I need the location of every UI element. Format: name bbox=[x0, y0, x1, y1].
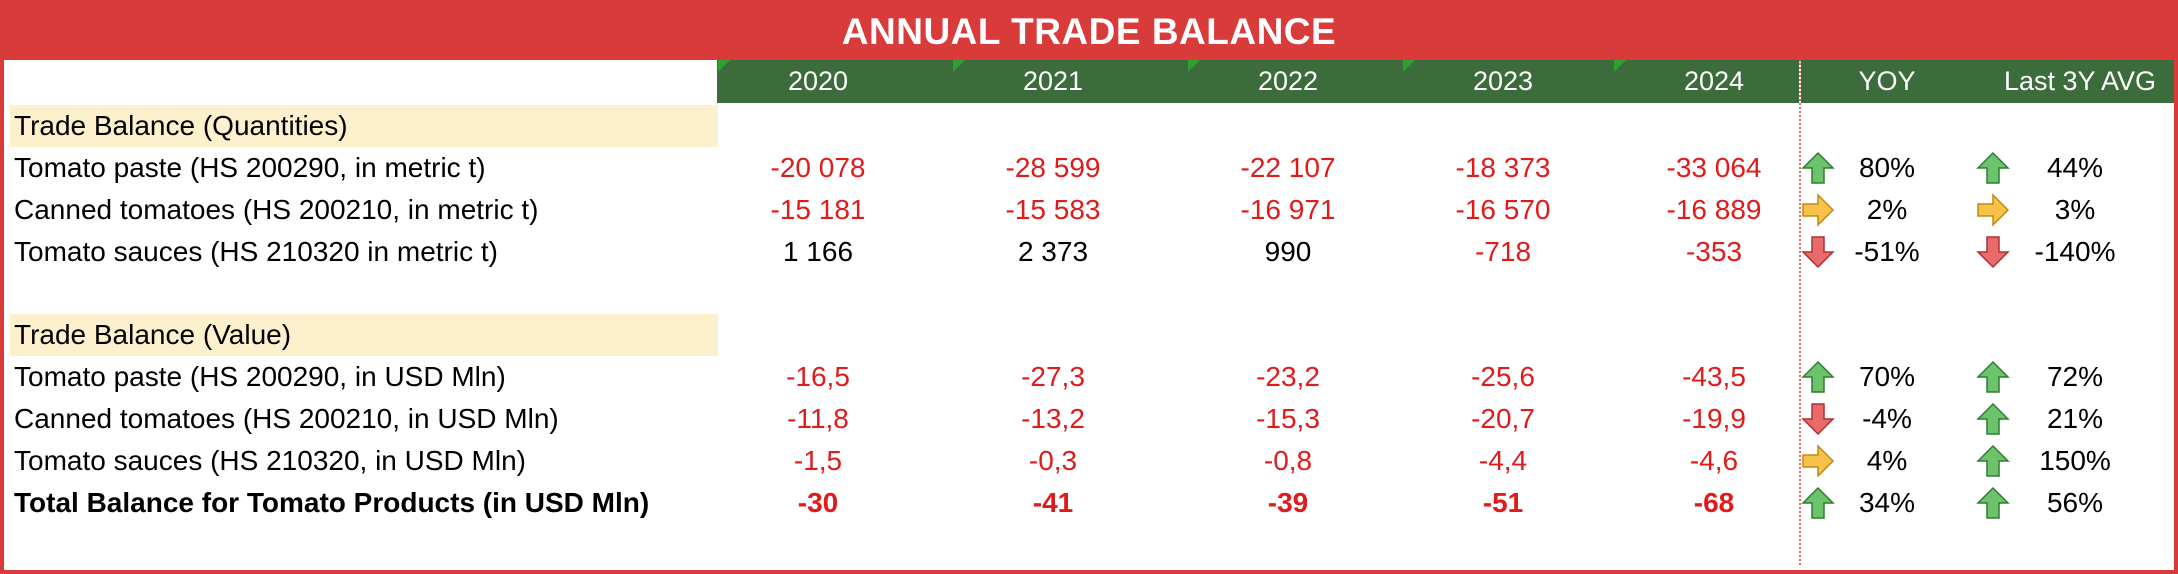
value-cell-2023: -718 bbox=[1474, 236, 1532, 267]
up-arrow-icon bbox=[1801, 151, 1835, 185]
value-cell-2021: -15 583 bbox=[1005, 194, 1101, 225]
up-arrow-icon bbox=[1976, 486, 2010, 520]
value-cell-2024: -353 bbox=[1685, 236, 1743, 267]
avg-value: 150% bbox=[2039, 445, 2111, 476]
value-cell-2021: -13,2 bbox=[1021, 403, 1085, 434]
value-cell-2022: -39 bbox=[1267, 487, 1309, 518]
yoy-value: 34% bbox=[1858, 487, 1916, 518]
value-cell-2020: -30 bbox=[797, 487, 839, 518]
value-cell-2024: -43,5 bbox=[1682, 361, 1746, 392]
row-label: Canned tomatoes (HS 200210, in metric t) bbox=[14, 194, 539, 225]
value-cell-2023: -51 bbox=[1482, 487, 1524, 518]
right-arrow-icon bbox=[1801, 193, 1835, 227]
value-cell-2020: -20 078 bbox=[770, 152, 866, 183]
yoy-value: -4% bbox=[1862, 403, 1912, 434]
value-cell-2024: -19,9 bbox=[1682, 403, 1746, 434]
header-year-2020: 2020 bbox=[787, 66, 849, 96]
right-arrow-icon bbox=[1801, 444, 1835, 478]
value-cell-2021: -41 bbox=[1032, 487, 1074, 518]
total-row-label: Total Balance for Tomato Products (in US… bbox=[14, 487, 650, 518]
up-arrow-icon bbox=[1976, 151, 2010, 185]
value-cell-2022: -16 971 bbox=[1240, 194, 1336, 225]
row-label: Tomato sauces (HS 210320, in USD Mln) bbox=[14, 445, 526, 476]
header-year-2022: 2022 bbox=[1257, 66, 1319, 96]
value-cell-2023: -16 570 bbox=[1455, 194, 1551, 225]
value-cell-2021: -28 599 bbox=[1005, 152, 1101, 183]
value-cell-2024: -68 bbox=[1693, 487, 1735, 518]
up-arrow-icon bbox=[1801, 360, 1835, 394]
up-arrow-icon bbox=[1976, 444, 2010, 478]
yoy-value: 70% bbox=[1858, 361, 1916, 392]
yoy-value: 4% bbox=[1866, 445, 1908, 476]
value-cell-2020: -11,8 bbox=[787, 403, 849, 434]
page-title: ANNUAL TRADE BALANCE bbox=[4, 4, 2174, 60]
row-label: Canned tomatoes (HS 200210, in USD Mln) bbox=[14, 403, 559, 434]
value-cell-2020: -15 181 bbox=[770, 194, 866, 225]
value-cell-2020: -1,5 bbox=[793, 445, 843, 476]
avg-value: 44% bbox=[2046, 152, 2104, 183]
comment-indicator-icon bbox=[718, 60, 730, 72]
section-heading: Trade Balance (Value) bbox=[14, 319, 292, 350]
value-cell-2021: -27,3 bbox=[1021, 361, 1085, 392]
yoy-value: -51% bbox=[1854, 236, 1920, 267]
metrics-header-bar bbox=[1801, 60, 2174, 103]
value-cell-2023: -20,7 bbox=[1471, 403, 1535, 434]
avg-value: 21% bbox=[2046, 403, 2104, 434]
down-arrow-icon bbox=[1976, 235, 2010, 269]
row-label: Tomato paste (HS 200290, in USD Mln) bbox=[14, 361, 506, 392]
up-arrow-icon bbox=[1801, 486, 1835, 520]
value-cell-2022: -0,8 bbox=[1263, 445, 1313, 476]
yoy-value: 2% bbox=[1866, 194, 1908, 225]
up-arrow-icon bbox=[1976, 360, 2010, 394]
up-arrow-icon bbox=[1976, 402, 2010, 436]
comment-indicator-icon bbox=[1614, 60, 1626, 72]
avg-value: 56% bbox=[2046, 487, 2104, 518]
value-cell-2021: -0,3 bbox=[1028, 445, 1078, 476]
value-cell-2020: 1 166 bbox=[782, 236, 854, 267]
avg-value: 3% bbox=[2054, 194, 2096, 225]
row-label: Tomato sauces (HS 210320 in metric t) bbox=[14, 236, 498, 267]
header-metric-1: Last 3Y AVG bbox=[2003, 66, 2157, 96]
value-cell-2024: -33 064 bbox=[1666, 152, 1762, 183]
comment-indicator-icon bbox=[1188, 60, 1200, 72]
header-year-2021: 2021 bbox=[1022, 66, 1084, 96]
header-metric-0: YOY bbox=[1858, 66, 1916, 96]
value-cell-2020: -16,5 bbox=[786, 361, 850, 392]
avg-value: -140% bbox=[2034, 236, 2116, 267]
value-cell-2022: -15,3 bbox=[1256, 403, 1320, 434]
value-cell-2024: -4,6 bbox=[1689, 445, 1739, 476]
avg-value: 72% bbox=[2046, 361, 2104, 392]
value-cell-2023: -25,6 bbox=[1471, 361, 1535, 392]
comment-indicator-icon bbox=[1403, 60, 1415, 72]
value-cell-2021: 2 373 bbox=[1017, 236, 1089, 267]
yoy-value: 80% bbox=[1858, 152, 1916, 183]
value-cell-2023: -4,4 bbox=[1478, 445, 1528, 476]
section-heading: Trade Balance (Quantities) bbox=[14, 110, 348, 141]
section-heading-bg bbox=[10, 314, 718, 356]
value-cell-2022: -23,2 bbox=[1256, 361, 1320, 392]
down-arrow-icon bbox=[1801, 235, 1835, 269]
value-cell-2024: -16 889 bbox=[1666, 194, 1762, 225]
header-year-2023: 2023 bbox=[1472, 66, 1534, 96]
value-cell-2022: -22 107 bbox=[1240, 152, 1336, 183]
right-arrow-icon bbox=[1976, 193, 2010, 227]
column-divider bbox=[1799, 60, 1801, 565]
down-arrow-icon bbox=[1801, 402, 1835, 436]
value-cell-2022: 990 bbox=[1264, 236, 1312, 267]
row-label: Tomato paste (HS 200290, in metric t) bbox=[14, 152, 486, 183]
comment-indicator-icon bbox=[953, 60, 965, 72]
section-heading-bg bbox=[10, 105, 718, 147]
header-year-2024: 2024 bbox=[1683, 66, 1745, 96]
value-cell-2023: -18 373 bbox=[1455, 152, 1551, 183]
